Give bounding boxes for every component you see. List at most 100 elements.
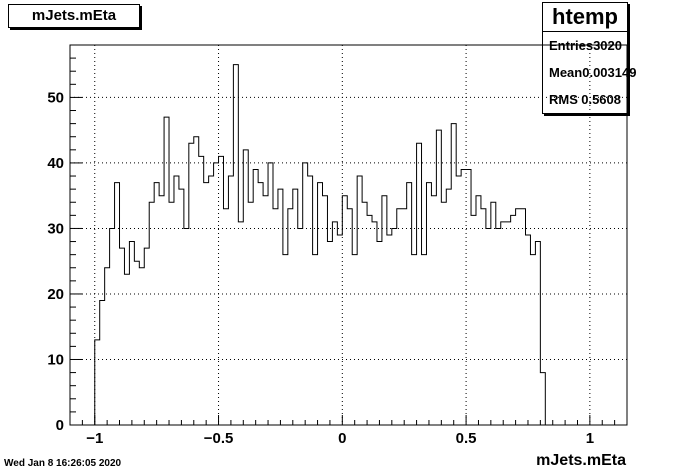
histogram-bin	[159, 196, 164, 425]
y-tick-label: 20	[47, 286, 64, 303]
histogram-bin	[313, 255, 318, 425]
histogram-bin	[332, 222, 337, 425]
histogram-bin	[115, 183, 120, 425]
histogram-bin	[456, 176, 461, 425]
histogram-bin	[219, 156, 224, 425]
stats-label: Mean	[549, 65, 583, 80]
histogram-bin	[154, 183, 159, 425]
histogram-bin	[342, 196, 347, 425]
histogram-bin	[387, 235, 392, 425]
y-tick-label: 40	[47, 155, 64, 172]
histogram-bin	[407, 183, 412, 425]
histogram-bin	[238, 222, 243, 425]
histogram-bin	[318, 183, 323, 425]
histogram-bin	[298, 228, 303, 425]
histogram-bin	[199, 156, 204, 425]
histogram-bin	[441, 202, 446, 425]
x-tick-label: 1	[586, 430, 594, 447]
histogram-bin	[491, 202, 496, 425]
histogram-bin	[466, 169, 471, 425]
histogram-bin	[382, 196, 387, 425]
histogram-bin	[476, 196, 481, 425]
histogram-bin	[139, 268, 144, 425]
histogram-bin	[451, 124, 456, 425]
histogram-bin	[481, 209, 486, 425]
histogram-bin	[129, 242, 134, 425]
stats-label: RMS	[549, 92, 578, 107]
histogram-bin	[516, 209, 521, 425]
stats-value: 0.5608	[581, 92, 621, 107]
histogram-bin	[501, 222, 506, 425]
histogram-bin	[189, 143, 194, 425]
y-tick-label: 50	[47, 89, 64, 106]
x-tick-label: 0.5	[456, 430, 477, 447]
histogram-bin	[397, 209, 402, 425]
histogram-bin	[511, 215, 516, 425]
histogram-bin	[352, 255, 357, 425]
histogram-bin	[283, 255, 288, 425]
histogram-bin	[377, 242, 382, 425]
histogram-bin	[506, 222, 511, 425]
histogram-bin	[496, 228, 501, 425]
histogram-bin	[288, 209, 293, 425]
histogram-bin	[412, 255, 417, 425]
histogram-bin	[174, 176, 179, 425]
x-axis-label: mJets.mEta	[536, 452, 626, 469]
histogram-bin	[402, 209, 407, 425]
y-tick-label: 30	[47, 220, 64, 237]
histogram-bin	[461, 169, 466, 425]
histogram-bin	[100, 301, 105, 425]
histogram-bin	[426, 183, 431, 425]
histogram-bin	[362, 202, 367, 425]
histogram-bin	[436, 130, 441, 425]
histogram-bin	[209, 176, 214, 425]
histogram-bin	[194, 137, 199, 425]
histogram-bin	[521, 209, 526, 425]
histogram-bin	[278, 189, 283, 425]
histogram-bin	[372, 222, 377, 425]
histogram-bin	[144, 248, 149, 425]
histogram-bin	[471, 215, 476, 425]
histogram-bin	[431, 196, 436, 425]
histogram-bin	[526, 235, 531, 425]
histogram-bin	[357, 176, 362, 425]
histogram-bin	[417, 143, 422, 425]
histogram-bin	[120, 248, 125, 425]
histogram-bin	[392, 228, 397, 425]
histogram-title: mJets.mEta	[8, 4, 140, 28]
x-tick-label: −1	[86, 430, 103, 447]
x-tick-label: −0.5	[204, 430, 234, 447]
histogram-bin	[337, 235, 342, 425]
histogram-bin	[327, 242, 332, 425]
stats-value: 0.003149	[582, 65, 637, 80]
y-tick-label: 0	[56, 417, 64, 434]
histogram-bin	[243, 150, 248, 425]
histogram-bin	[248, 202, 253, 425]
y-tick-label: 10	[47, 351, 64, 368]
histogram-bin	[486, 228, 491, 425]
histogram-bin	[530, 255, 535, 425]
histogram-bin	[323, 196, 328, 425]
histogram-bin	[184, 228, 189, 425]
histogram-bin	[422, 255, 427, 425]
histogram-bin	[110, 228, 115, 425]
histogram-bin	[105, 268, 110, 425]
histogram-bin	[204, 183, 209, 425]
histogram-bin	[347, 209, 352, 425]
stats-row-rms: RMS 0.5608	[543, 86, 627, 113]
stats-row-mean: Mean 0.003149	[543, 59, 636, 86]
histogram-bin	[273, 209, 278, 425]
histogram-bin	[169, 202, 174, 425]
stats-name: htemp	[543, 3, 627, 32]
histogram-bin	[124, 274, 129, 425]
histogram-bin	[253, 169, 258, 425]
histogram-line	[94, 64, 546, 425]
histogram-bin	[95, 340, 100, 425]
plot-frame	[69, 44, 628, 426]
histogram-bin	[149, 202, 154, 425]
histogram-bin	[308, 176, 313, 425]
histogram-bin	[134, 261, 139, 425]
histogram-bin	[258, 183, 263, 425]
histogram-bin	[263, 196, 268, 425]
